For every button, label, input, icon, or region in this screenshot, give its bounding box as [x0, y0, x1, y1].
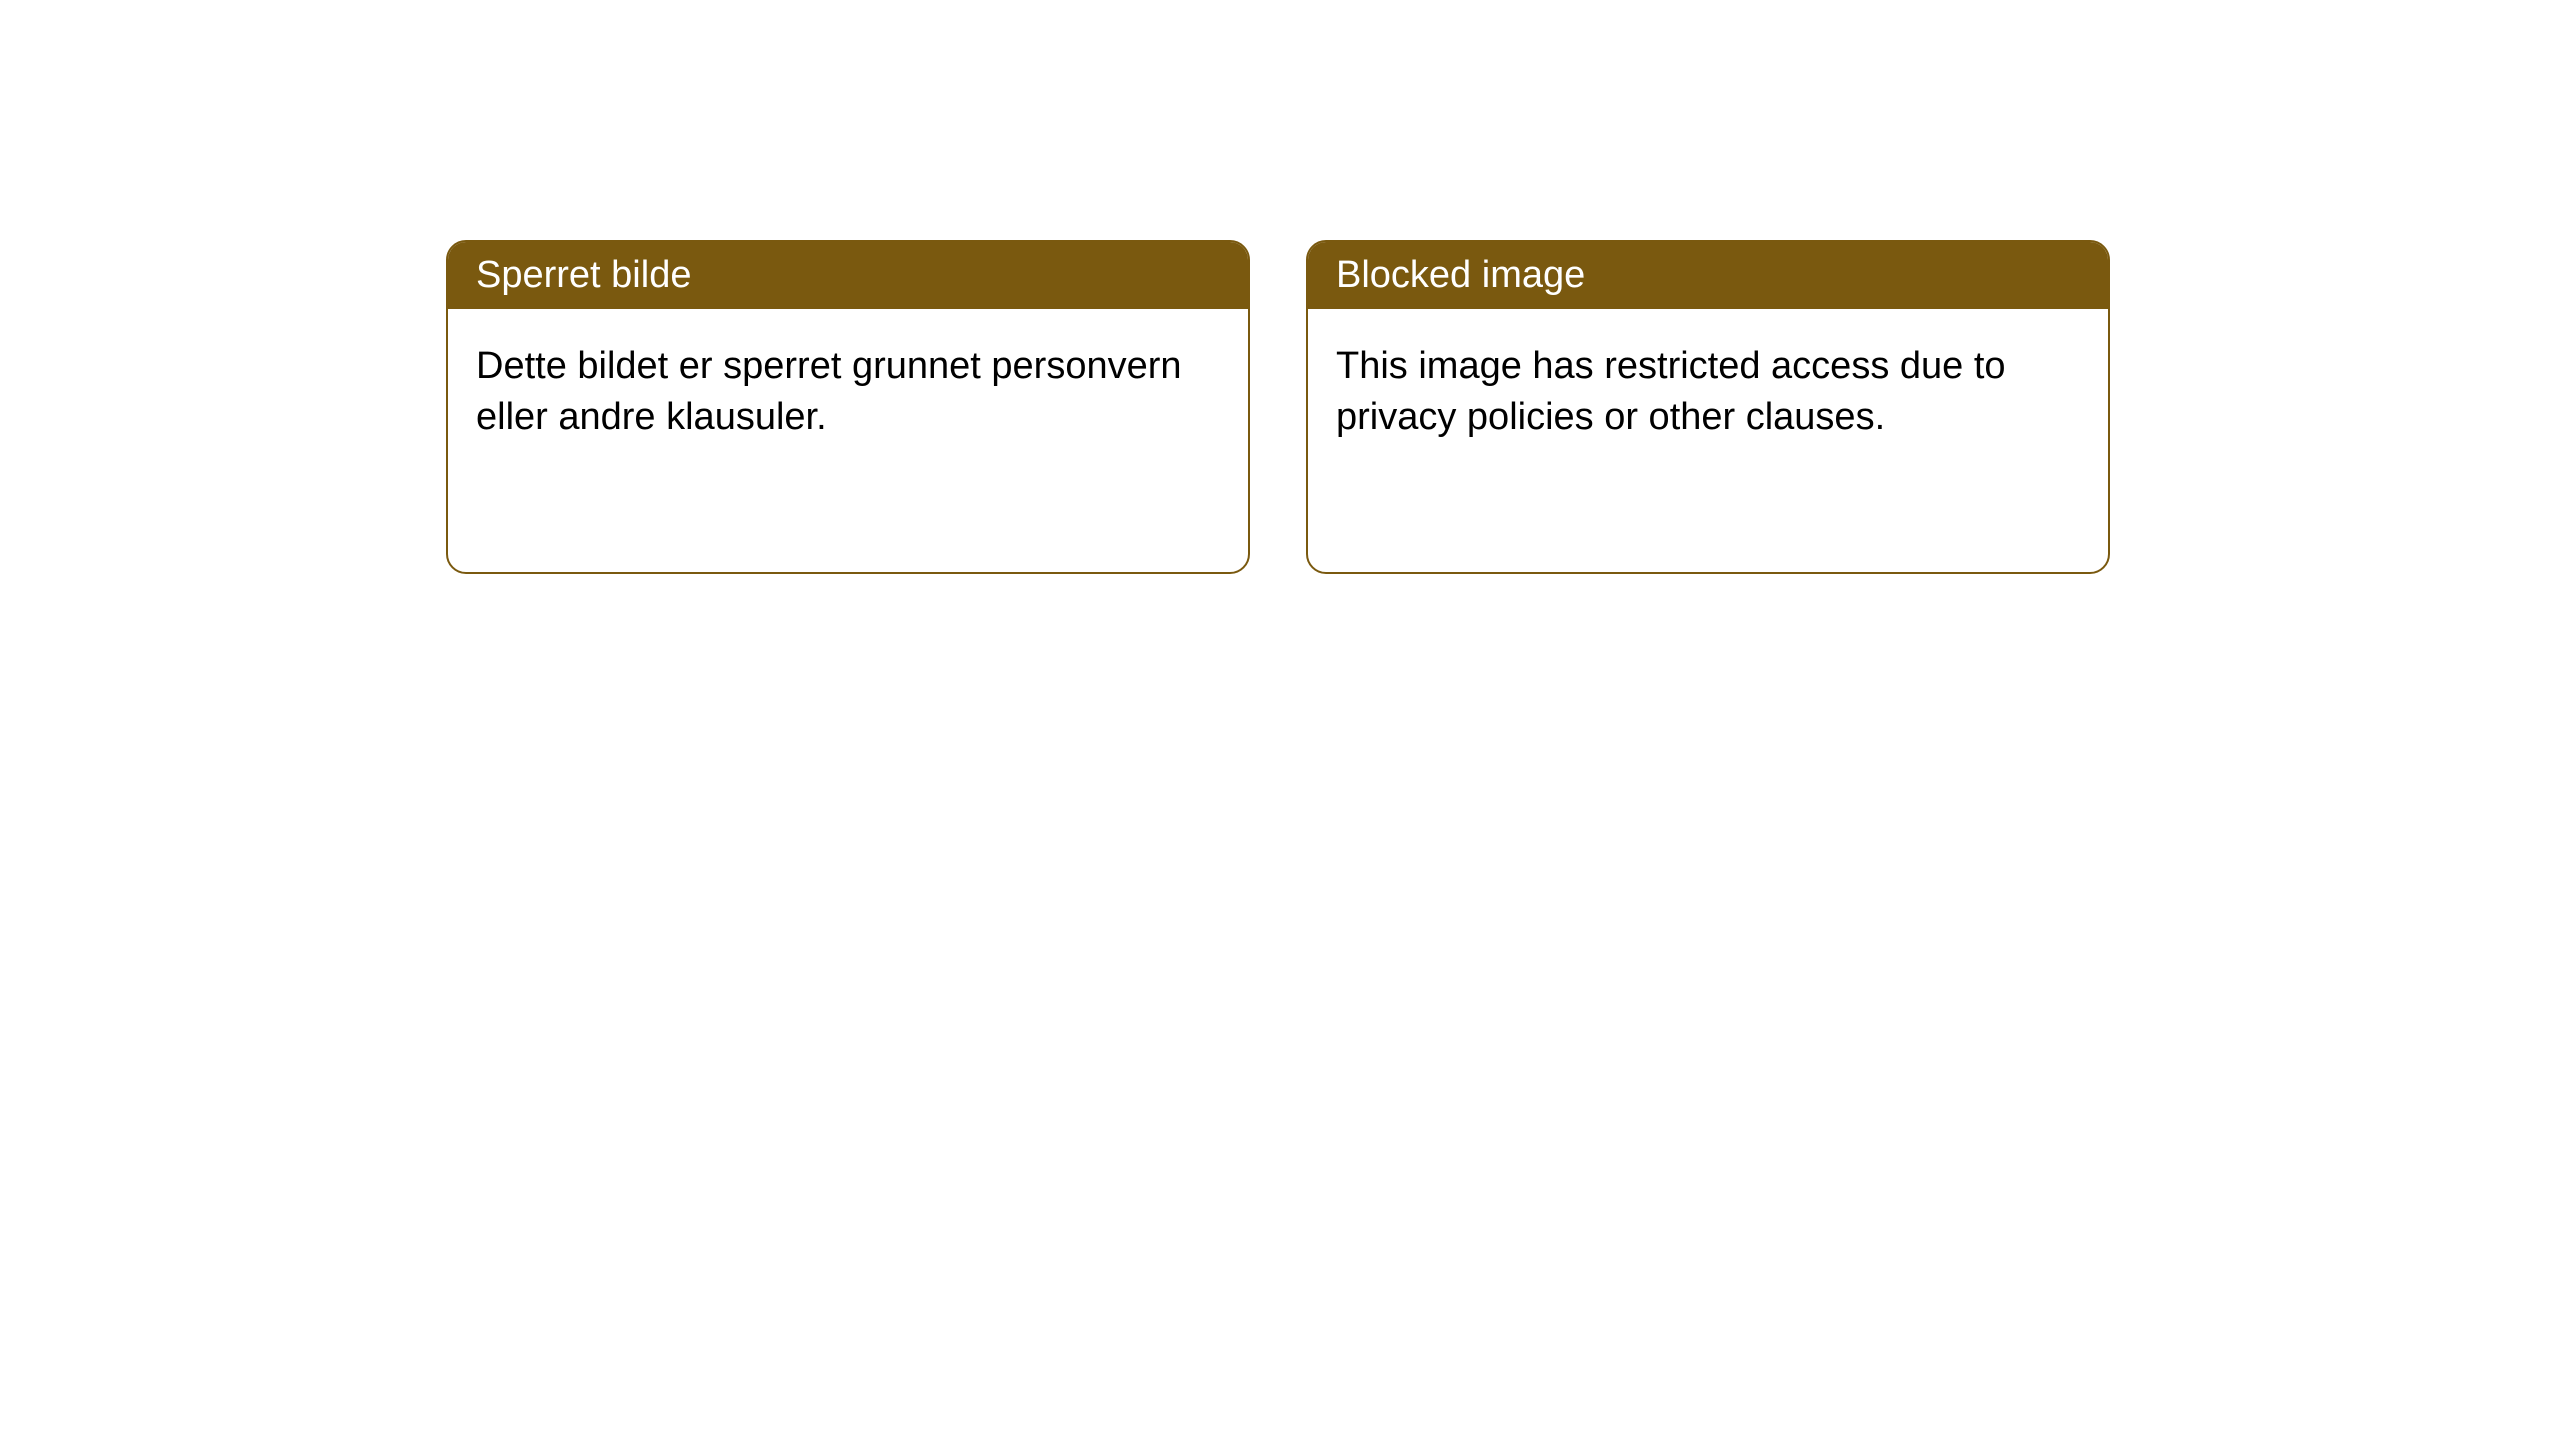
notice-text: Dette bildet er sperret grunnet personve… [476, 345, 1182, 438]
notice-body: This image has restricted access due to … [1308, 309, 2108, 476]
notice-header: Sperret bilde [448, 242, 1248, 309]
notice-title: Blocked image [1336, 254, 1585, 296]
notice-title: Sperret bilde [476, 254, 691, 296]
notice-card-norwegian: Sperret bilde Dette bildet er sperret gr… [446, 240, 1250, 574]
notice-container: Sperret bilde Dette bildet er sperret gr… [0, 0, 2560, 574]
notice-body: Dette bildet er sperret grunnet personve… [448, 309, 1248, 476]
notice-header: Blocked image [1308, 242, 2108, 309]
notice-card-english: Blocked image This image has restricted … [1306, 240, 2110, 574]
notice-text: This image has restricted access due to … [1336, 345, 2006, 438]
